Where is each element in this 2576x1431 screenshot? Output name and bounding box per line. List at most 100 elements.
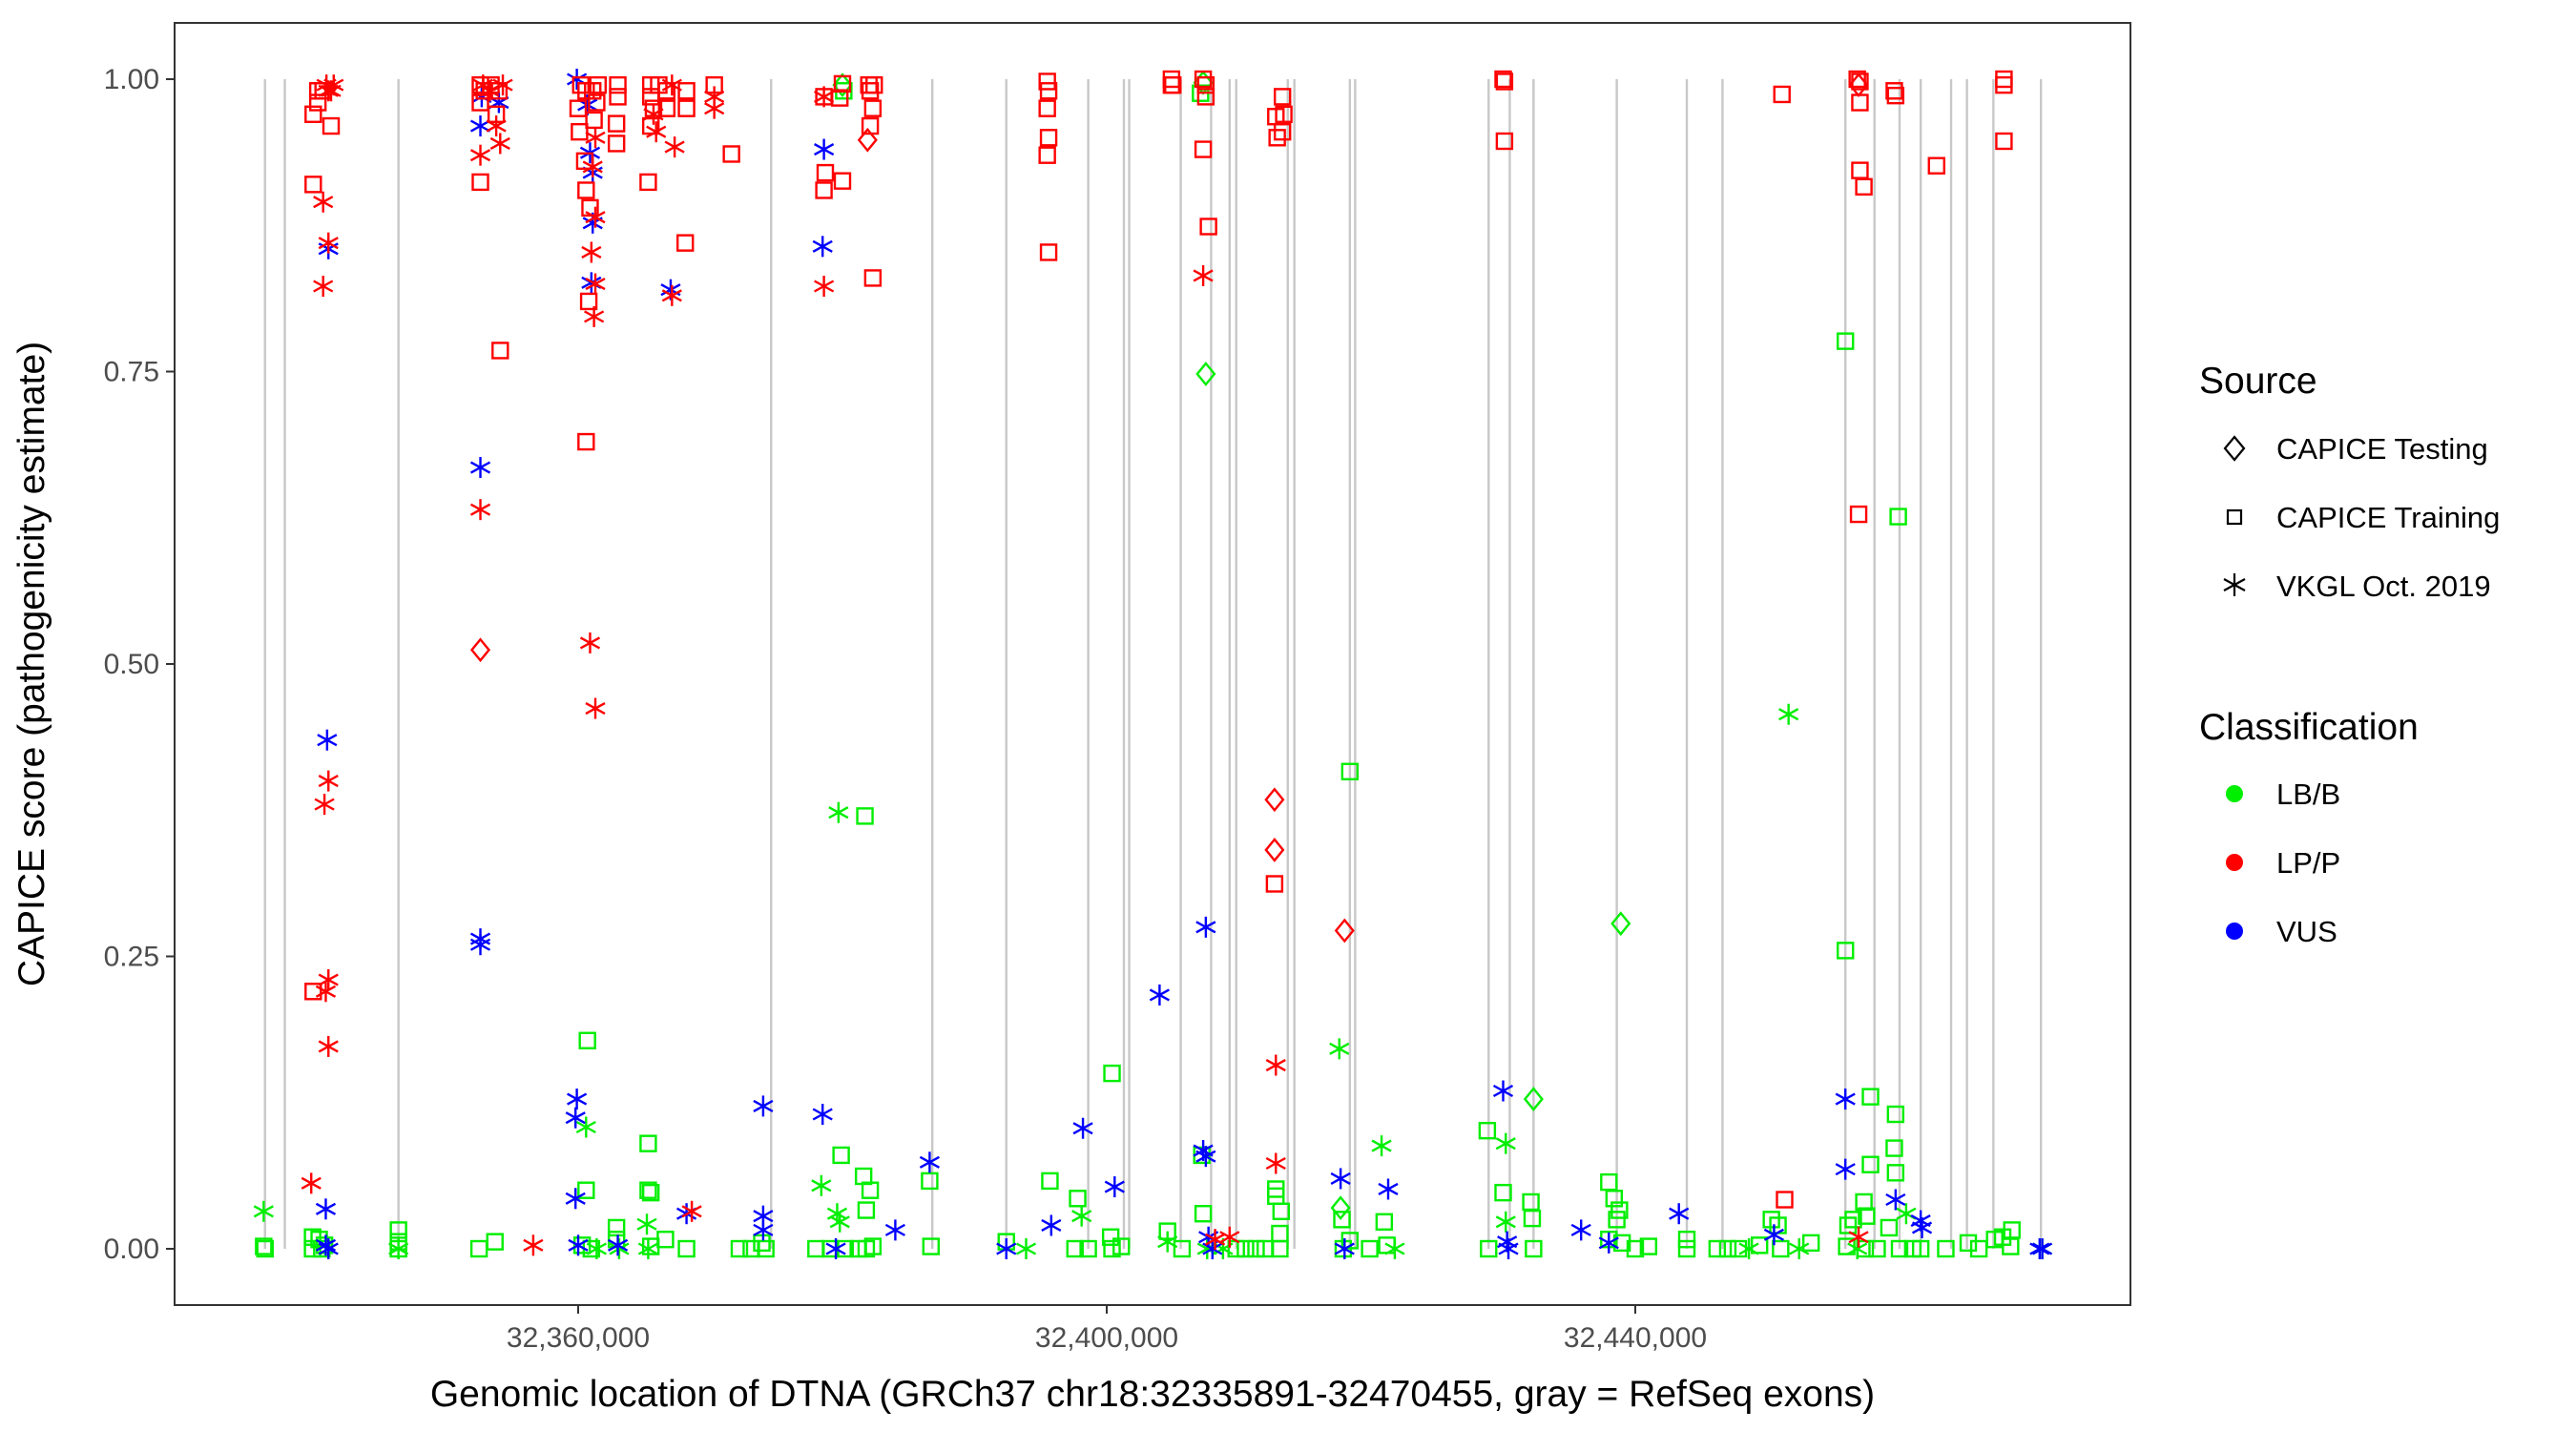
red-dot-icon [2226, 854, 2243, 871]
x-axis: 32,360,000 32,400,000 32,440,000 [507, 1305, 1707, 1354]
point-training-lbb [1236, 1239, 1255, 1258]
point-training-lbb [922, 1237, 940, 1255]
point-training-lbb [1858, 1207, 1876, 1225]
point-training-lbb [577, 1181, 595, 1199]
point-training-lbb [1844, 1211, 1862, 1229]
exon-lines [263, 79, 2043, 1249]
point-training-lbb [1069, 1190, 1087, 1208]
legend-label: CAPICE Testing [2276, 432, 2488, 466]
point-vkgl-lpp [643, 103, 664, 125]
point-training-lbb [1839, 1216, 1858, 1234]
point-training-lbb [1969, 1239, 1988, 1258]
point-vkgl-vus [318, 1238, 339, 1259]
point-vkgl-lbb [609, 1238, 630, 1259]
legend-label: VUS [2276, 915, 2337, 948]
point-training-lbb [1066, 1239, 1084, 1258]
point-training-lbb [1041, 1172, 1059, 1191]
point-training-lpp [1196, 88, 1215, 106]
point-vkgl-lpp [661, 284, 682, 306]
point-training-lpp [1848, 70, 1866, 89]
point-training-lpp [1194, 70, 1213, 89]
legend-title-classification: Classification [2199, 707, 2419, 748]
point-vkgl-lpp [318, 232, 339, 254]
point-vkgl-vus [1334, 1238, 1355, 1259]
data-points [253, 69, 2053, 1259]
point-training-lbb [315, 1236, 334, 1255]
point-vkgl-lpp [1265, 1054, 1286, 1076]
point-vkgl-lpp [681, 1200, 702, 1222]
point-vkgl-lbb [575, 1116, 596, 1138]
point-vkgl-lpp [479, 80, 500, 102]
point-vkgl-lpp [492, 74, 513, 96]
point-vkgl-lpp [582, 156, 603, 177]
point-training-lpp [1851, 93, 1869, 112]
point-testing-lbb [1195, 362, 1216, 386]
point-training-lpp [863, 269, 883, 287]
point-vkgl-lpp [469, 499, 491, 521]
point-training-lpp [1885, 82, 1903, 100]
point-training-lbb [1886, 1105, 1905, 1124]
point-training-lpp [1995, 132, 2013, 151]
point-vkgl-lpp [523, 1234, 544, 1256]
point-training-lbb [677, 1239, 696, 1258]
point-testing-lpp [1264, 787, 1285, 813]
diamond-icon [2223, 435, 2246, 462]
point-vkgl-lbb [388, 1238, 409, 1259]
legend-label: LB/B [2276, 778, 2340, 811]
point-training-lbb [1612, 1234, 1631, 1253]
point-training-lbb [1608, 1211, 1626, 1229]
point-training-lbb [1079, 1239, 1097, 1258]
point-training-lpp [1494, 70, 1512, 89]
point-training-lpp [491, 342, 509, 360]
point-training-lpp [588, 93, 606, 112]
blue-dot-icon [2226, 923, 2243, 940]
point-testing-lpp [1264, 838, 1285, 862]
point-vkgl-vus [825, 1238, 846, 1259]
point-vkgl-vus [1149, 984, 1170, 1006]
point-vkgl-vus [315, 1234, 337, 1256]
point-vkgl-lpp [1848, 1226, 1869, 1248]
point-training-lbb [256, 1239, 274, 1258]
point-vkgl-lpp [581, 241, 602, 263]
point-vkgl-lbb [1329, 1038, 1350, 1060]
point-vkgl-vus [1330, 1168, 1351, 1190]
point-vkgl-lbb [636, 1213, 657, 1235]
point-vkgl-vus [1378, 1178, 1399, 1200]
point-training-lpp [607, 114, 626, 133]
point-training-lbb [1158, 1222, 1176, 1240]
legend-item-capice-testing: CAPICE Testing [2223, 432, 2488, 466]
point-vkgl-vus [469, 115, 491, 137]
point-vkgl-lpp [584, 305, 605, 327]
point-training-lbb [1247, 1239, 1265, 1258]
point-vkgl-lbb [1371, 1135, 1392, 1157]
point-vkgl-lpp [313, 276, 334, 298]
point-training-lpp [589, 75, 607, 94]
point-training-lbb [1937, 1239, 1955, 1258]
point-training-lbb [1889, 508, 1907, 526]
point-training-lbb [1772, 1239, 1790, 1258]
point-training-lbb [1885, 1139, 1903, 1157]
point-training-lpp [1274, 122, 1292, 141]
point-training-lpp [569, 99, 588, 117]
legend-item-lbb: LB/B [2226, 778, 2340, 811]
point-vkgl-lpp [314, 794, 335, 816]
point-vkgl-lpp [585, 697, 606, 719]
point-training-lpp [577, 181, 595, 199]
point-training-lbb [863, 1237, 883, 1255]
point-training-lpp [675, 234, 695, 252]
point-training-lpp [863, 99, 883, 117]
point-vkgl-lpp [664, 136, 685, 158]
legend-item-lpp: LP/P [2226, 846, 2340, 880]
point-training-lbb [1480, 1239, 1498, 1258]
point-training-lbb [1861, 1155, 1880, 1173]
point-vkgl-lbb [253, 1200, 274, 1222]
point-training-lpp [833, 172, 852, 190]
y-tick-label: 1.00 [104, 64, 159, 95]
point-training-lbb [921, 1172, 939, 1191]
point-training-lbb [1880, 1218, 1899, 1237]
point-training-lbb [486, 1233, 504, 1251]
point-training-lbb [1525, 1239, 1543, 1258]
point-training-lpp [1039, 82, 1058, 100]
point-vkgl-lbb [586, 1238, 607, 1259]
